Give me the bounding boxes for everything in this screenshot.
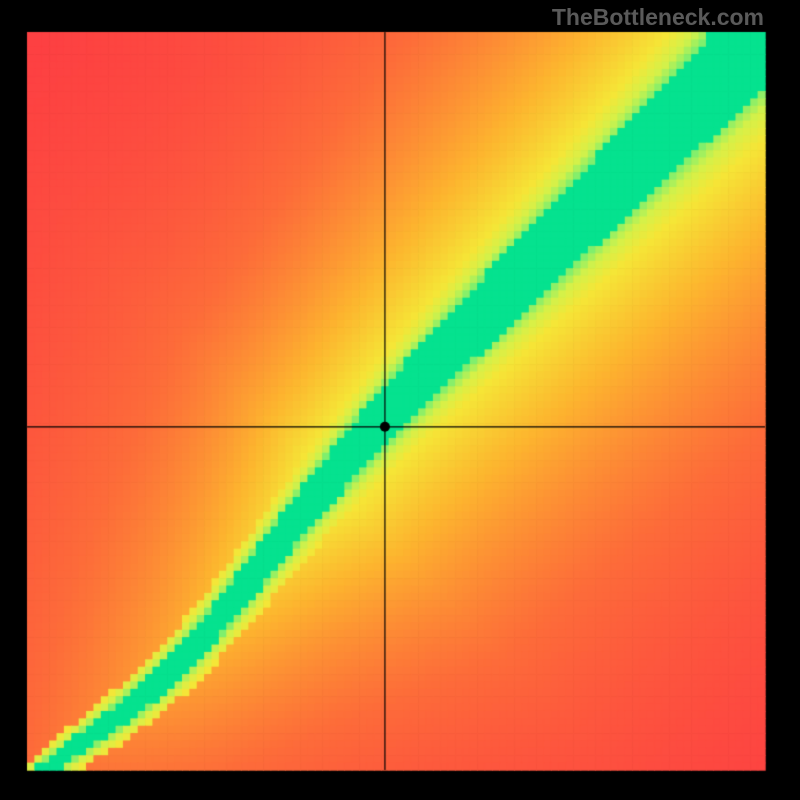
chart-container: TheBottleneck.com [0, 0, 800, 800]
watermark-text: TheBottleneck.com [552, 4, 764, 31]
crosshair-overlay [0, 0, 800, 800]
